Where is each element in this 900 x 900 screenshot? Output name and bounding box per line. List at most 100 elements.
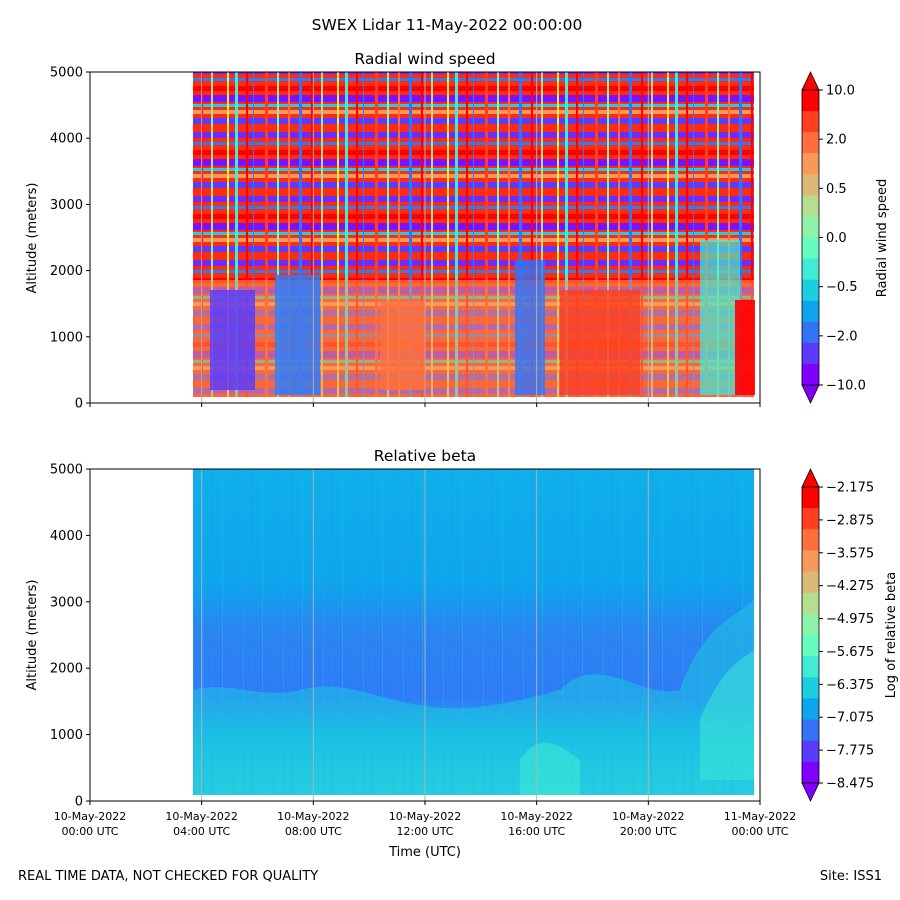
relative-beta-y-axis: 0 1000 2000 3000 4000 5000 — [50, 463, 90, 810]
wind-speed-panel: Radial wind speed 010002000300040005000 … — [25, 50, 890, 412]
colorbar-band — [802, 321, 819, 344]
wind-speed-field — [193, 72, 755, 397]
x-tick-date-label: 11-May-2022 — [724, 810, 796, 823]
colorbar-tick-label: −7.775 — [826, 744, 874, 759]
colorbar-tick-label: 0.5 — [826, 182, 847, 197]
colorbar-band — [802, 174, 819, 196]
x-tick-date-label: 10-May-2022 — [54, 810, 126, 823]
x-tick-date-label: 10-May-2022 — [277, 810, 349, 823]
y-tick-label: 0 — [75, 397, 83, 412]
colorbar-tick-label: −2.875 — [826, 513, 874, 528]
colorbar-tick-label: −3.575 — [826, 546, 874, 561]
colorbar-band — [802, 761, 819, 784]
colorbar-tick-label: −2.0 — [826, 329, 858, 344]
colorbar-tick-label: −5.675 — [826, 645, 874, 660]
relative-beta-title: Relative beta — [374, 447, 476, 465]
colorbar-band — [802, 363, 819, 386]
y-tick-label: 1000 — [50, 330, 83, 345]
y-tick-label: 5000 — [50, 463, 83, 478]
colorbar-frame — [801, 486, 820, 784]
wind-speed-plot-area — [193, 72, 755, 403]
colorbar-tick-label: −8.475 — [826, 777, 874, 792]
colorbar-band — [802, 740, 819, 763]
relative-beta-plot-area — [193, 469, 754, 801]
x-tick-date-label: 10-May-2022 — [500, 810, 572, 823]
x-tick-time-label: 08:00 UTC — [285, 825, 342, 838]
colorbar-band — [802, 592, 819, 615]
colorbar-extend-max — [801, 71, 820, 91]
colorbar-band — [802, 529, 819, 551]
colorbar-tick-label: −6.375 — [826, 678, 874, 693]
y-tick-label: 5000 — [50, 66, 83, 81]
wind-speed-gridlines — [201, 72, 649, 403]
x-tick-time-label: 00:00 UTC — [61, 825, 118, 838]
wind-speed-colorbar: 10.0 2.0 0.5 0.0 −0.5 −2.0 −10.0 — [801, 71, 866, 404]
colorbar-band — [802, 300, 819, 323]
colorbar-tick-label: −10.0 — [826, 379, 866, 394]
time-x-axis: 10-May-2022 00:00 UTC 10-May-2022 04:00 UTC… — [54, 801, 796, 838]
colorbar-band — [802, 635, 819, 657]
y-tick-label: 2000 — [50, 662, 83, 677]
colorbar-band — [802, 656, 819, 678]
colorbar-band — [802, 279, 819, 302]
x-tick-time-label: 12:00 UTC — [396, 825, 453, 838]
colorbar-tick-label: −2.175 — [826, 481, 874, 496]
colorbar-band — [802, 153, 819, 175]
wind-speed-y-axis: 0 1000 2000 3000 4000 5000 — [50, 66, 90, 412]
wind-speed-x-ticks — [89, 403, 761, 407]
colorbar-band — [802, 195, 819, 217]
y-tick-label: 3000 — [50, 198, 83, 213]
y-tick-label: 2000 — [50, 264, 83, 279]
colorbar-band — [802, 132, 819, 154]
relative-beta-colorbar: −2.175 −2.875 −3.575 −4.275 −4.975 −5.675 −6.3… — [801, 468, 874, 802]
site-label: Site: ISS1 — [819, 869, 882, 884]
colorbar-tick-label: −4.275 — [826, 579, 874, 594]
time-x-label: Time (UTC) — [388, 845, 461, 860]
y-tick-label: 3000 — [50, 595, 83, 610]
x-tick-date-label: 10-May-2022 — [165, 810, 237, 823]
relative-beta-y-label: Altitude (meters) — [25, 580, 40, 691]
y-tick-label: 0 — [75, 795, 83, 810]
colorbar-extend-max — [801, 468, 820, 488]
colorbar-band — [802, 613, 819, 636]
x-tick-time-label: 16:00 UTC — [508, 825, 565, 838]
relative-beta-gridlines — [201, 469, 649, 801]
colorbar-tick-label: −7.075 — [826, 711, 874, 726]
colorbar-extend-min — [801, 782, 820, 802]
y-tick-label: 1000 — [50, 728, 83, 743]
colorbar-extend-min — [801, 384, 820, 404]
figure-title: SWEX Lidar 11-May-2022 00:00:00 — [312, 16, 583, 34]
colorbar-band — [802, 258, 819, 281]
colorbar-band — [802, 237, 819, 260]
colorbar-band — [802, 111, 819, 133]
colorbar-band — [802, 487, 819, 509]
colorbar-band — [802, 550, 819, 573]
y-tick-label: 4000 — [50, 132, 83, 147]
wind-speed-title: Radial wind speed — [354, 50, 495, 68]
colorbar-tick-label: 0.0 — [826, 231, 847, 246]
wind-speed-y-label: Altitude (meters) — [25, 183, 40, 294]
colorbar-band — [802, 719, 819, 742]
colorbar-tick-label: −4.975 — [826, 612, 874, 627]
x-tick-time-label: 20:00 UTC — [620, 825, 677, 838]
x-tick-time-label: 00:00 UTC — [731, 825, 788, 838]
wind-speed-colorbar-label: Radial wind speed — [875, 179, 890, 297]
colorbar-band — [802, 698, 819, 721]
relative-beta-panel: Relative beta 0 1000 2000 3000 4000 5000 10-M… — [25, 447, 899, 860]
colorbar-band — [802, 508, 819, 530]
colorbar-tick-label: 10.0 — [826, 84, 855, 99]
y-tick-label: 4000 — [50, 529, 83, 544]
colorbar-tick-label: −0.5 — [826, 280, 858, 295]
colorbar-band — [802, 677, 819, 699]
colorbar-tick-label: 2.0 — [826, 133, 847, 148]
x-tick-date-label: 10-May-2022 — [389, 810, 461, 823]
colorbar-band — [802, 571, 819, 594]
x-tick-date-label: 10-May-2022 — [612, 810, 684, 823]
x-tick-time-label: 04:00 UTC — [173, 825, 230, 838]
relative-beta-colorbar-label: Log of relative beta — [884, 572, 899, 699]
relative-beta-field — [193, 469, 754, 795]
colorbar-band — [802, 342, 819, 365]
colorbar-band — [802, 90, 819, 112]
colorbar-band — [802, 216, 819, 238]
